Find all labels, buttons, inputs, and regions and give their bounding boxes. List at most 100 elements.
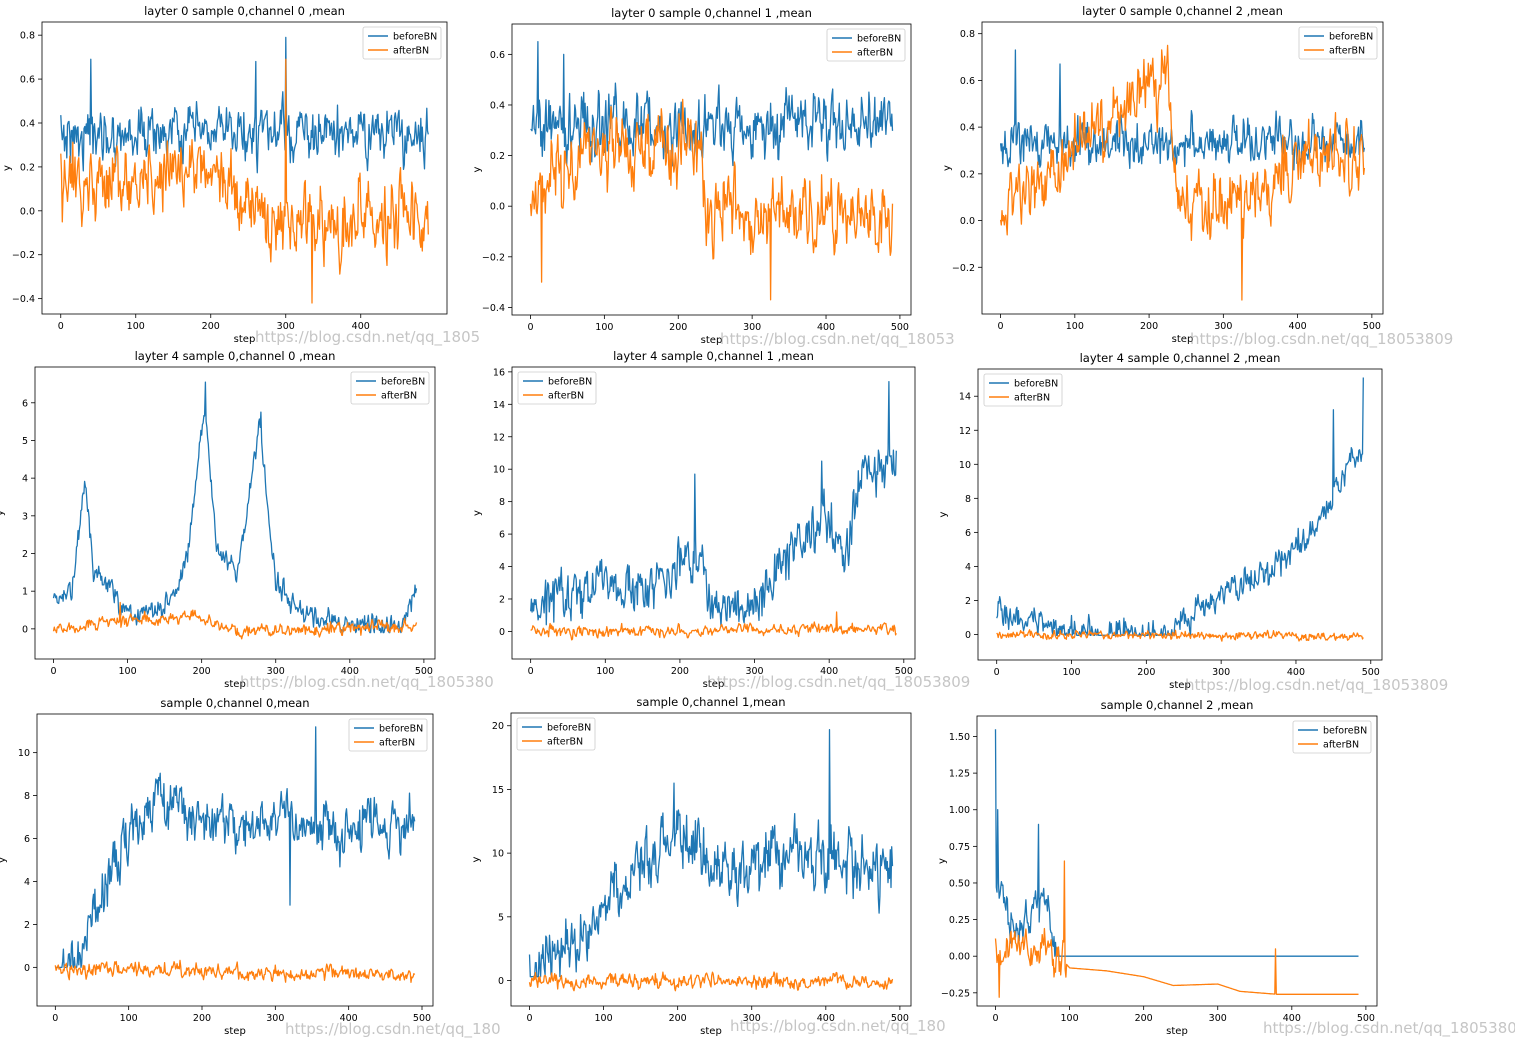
x-tick-label: 100 [119,666,137,677]
axes-frame [511,366,916,660]
watermark-text: https://blog.csdn.net/qq_180 [730,1017,946,1035]
y-tick-label: −0.4 [12,294,35,305]
legend-label: afterBN [381,391,417,402]
legend-label: beforeBN [857,34,901,45]
x-tick-label: 0 [52,1013,58,1024]
y-tick-label: 10 [493,465,505,476]
series-line-beforeBN [996,377,1364,636]
x-tick-label: 100 [120,1013,138,1024]
x-tick-label: 400 [341,666,359,677]
y-tick-label: 12 [493,432,505,443]
series-line-afterBN [528,971,894,992]
x-axis-label: step [1172,334,1194,345]
axes-frame [981,21,1384,315]
series-line-beforeBN [530,380,897,628]
legend-box [350,371,430,405]
x-tick-label: 0 [998,321,1004,332]
y-tick-label: 8 [499,497,505,508]
y-tick-label: 0.25 [949,915,970,926]
y-tick-label: 5 [22,436,28,447]
y-tick-label: −0.4 [482,303,505,314]
legend-label: beforeBN [1329,32,1373,43]
legend-label: afterBN [548,391,584,402]
x-axis-label: step [224,1026,246,1037]
y-tick-label: 0.4 [20,118,35,129]
x-axis-label: step [701,335,723,346]
y-axis-label: y [472,510,483,516]
y-axis-label: y [942,165,953,171]
series-line-afterBN [60,58,429,304]
y-tick-label: 1.50 [949,732,970,743]
chart-title: layter 0 sample 0,channel 2 ,mean [1082,4,1283,18]
chart-title: layter 4 sample 0,channel 0 ,mean [135,349,336,363]
x-tick-label: 300 [267,666,285,677]
y-tick-label: 0.75 [949,842,970,853]
chart-4: layter 4 sample 0,channel 0 ,mean 0 100 200… [0,349,436,690]
x-tick-label: 0 [992,1013,998,1024]
legend-label: beforeBN [393,32,437,43]
y-tick-label: 15 [492,785,504,796]
series-line-beforeBN [528,728,894,978]
legend: beforeBN afterBN [350,371,430,405]
legend-box [1298,26,1378,60]
x-tick-label: 200 [669,1013,687,1024]
series-line-afterBN [54,959,416,983]
x-tick-label: 100 [1062,667,1080,678]
axes-frame [34,366,436,660]
chart-title: layter 4 sample 0,channel 2 ,mean [1080,351,1281,365]
chart-title: layter 0 sample 0,channel 0 ,mean [144,4,345,18]
y-tick-label: 0.00 [949,952,970,963]
series-line-beforeBN [55,726,416,969]
series-line-beforeBN [530,41,894,167]
x-tick-label: 400 [1283,1013,1301,1024]
y-tick-label: −0.2 [952,263,975,274]
watermark-text: https://blog.csdn.net/qq_18053 [720,330,955,348]
series-line-afterBN [530,611,897,641]
x-tick-label: 200 [669,322,687,333]
y-tick-label: 0 [24,963,30,974]
x-tick-label: 200 [671,666,689,677]
y-tick-label: 8 [965,494,971,505]
y-axis-label: y [0,857,8,863]
y-tick-label: 0.2 [960,169,975,180]
legend-label: afterBN [857,48,893,59]
legend: beforeBN afterBN [1292,720,1372,754]
y-tick-label: 5 [498,912,504,923]
x-axis-label: step [1169,680,1191,691]
x-tick-label: 100 [1061,1013,1079,1024]
x-tick-label: 0 [994,667,1000,678]
legend-label: beforeBN [381,377,425,388]
y-tick-label: 0.2 [490,151,505,162]
legend: beforeBN afterBN [516,717,596,751]
legend-box [348,718,428,752]
x-tick-label: 300 [266,1013,284,1024]
chart-3: layter 0 sample 0,channel 2 ,mean 0 100 200… [942,4,1384,345]
legend-label: beforeBN [379,724,423,735]
axes-frame [41,21,448,315]
legend-box [983,373,1063,407]
x-tick-label: 400 [817,1013,835,1024]
y-tick-label: 10 [492,849,504,860]
y-tick-label: 6 [965,528,971,539]
legend-label: beforeBN [1323,726,1367,737]
axes-frame [36,713,434,1007]
y-tick-label: 4 [965,562,971,573]
legend: beforeBN afterBN [348,718,428,752]
x-tick-label: 0 [527,322,533,333]
x-tick-label: 200 [1135,1013,1153,1024]
x-tick-label: 300 [277,321,295,332]
chart-title: layter 4 sample 0,channel 1 ,mean [613,349,814,363]
legend-label: beforeBN [547,723,591,734]
x-tick-label: 500 [895,666,913,677]
series-line-afterBN [994,860,1359,998]
y-tick-label: 0 [498,976,504,987]
x-tick-label: 300 [743,1013,761,1024]
legend: beforeBN afterBN [1298,26,1378,60]
chart-title: sample 0,channel 2 ,mean [1101,698,1254,712]
x-tick-label: 500 [1357,1013,1375,1024]
legend-label: afterBN [1329,46,1365,57]
x-tick-label: 200 [193,1013,211,1024]
y-tick-label: 0.4 [960,123,975,134]
chart-title: sample 0,channel 0,mean [160,696,309,710]
series-line-beforeBN [994,729,1359,957]
